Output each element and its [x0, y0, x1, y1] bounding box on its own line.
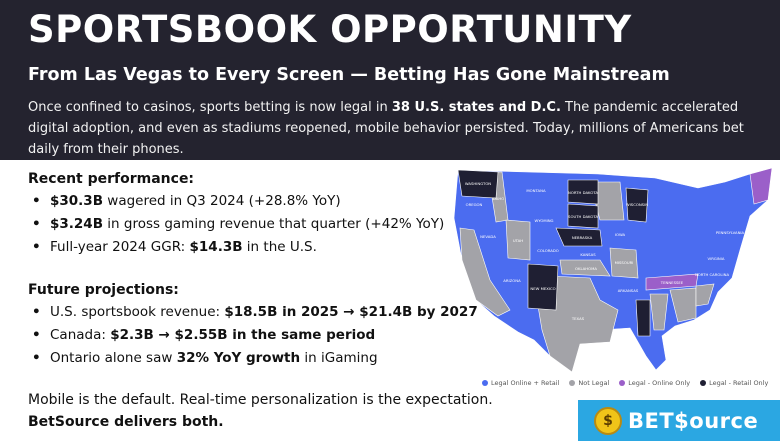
label-nevada: NEVADA: [480, 234, 496, 239]
state-nebraska: [555, 227, 603, 247]
legend-dot-icon: [700, 380, 707, 386]
page-subtitle: From Las Vegas to Every Screen — Betting…: [28, 65, 670, 85]
list-item: Ontario alone saw 32% YoY growth in iGam…: [32, 347, 452, 370]
coin-icon: $: [594, 406, 622, 435]
intro-text-b: The pandemic accelerated digital adoptio…: [28, 100, 744, 157]
list-item: Canada: $2.3B → $2.55B in the same perio…: [32, 324, 452, 347]
brand-name: BET$ource: [628, 408, 759, 433]
state-utah: [505, 219, 531, 261]
label-texas: TEXAS: [571, 316, 585, 321]
recent-performance-heading: Recent performance:: [28, 171, 195, 187]
brand-logo: $ BET$ource: [578, 400, 780, 441]
future-projections-list: U.S. sportsbook revenue: $18.5B in 2025 …: [32, 301, 478, 370]
state-georgia: [669, 287, 697, 323]
state-tennessee: [645, 273, 699, 291]
label-idaho: IDAHO: [492, 196, 504, 201]
footer-tagline: BetSource delivers both.: [28, 414, 224, 430]
legend-retail-only: Legal - Retail Only: [700, 379, 768, 387]
label-south-dakota: SOUTH DAKOTA: [568, 214, 598, 219]
us-betting-map: WASHINGTON MONTANA NORTH DAKOTA SOUTH DA…: [450, 160, 780, 390]
legend-dot-icon: [619, 380, 626, 386]
label-oklahoma: OKLAHOMA: [575, 266, 597, 271]
list-item: $30.3B wagered in Q3 2024 (+28.8% YoY): [32, 190, 452, 213]
map-legend: Legal Online + Retail Not Legal Legal - …: [482, 379, 768, 387]
label-oregon: OREGON: [466, 202, 483, 207]
label-colorado: COLORADO: [537, 248, 559, 253]
retail-only-states: [457, 169, 651, 337]
label-pennsylvania: PENNSYLVANIA: [716, 230, 745, 235]
not-legal-states: [459, 171, 715, 373]
online-only-states: [645, 167, 773, 291]
state-missouri: [609, 247, 639, 279]
legend-not-legal: Not Legal: [569, 379, 609, 387]
recent-performance-list: $30.3B wagered in Q3 2024 (+28.8% YoY) $…: [32, 190, 452, 259]
label-utah: UTAH: [513, 238, 523, 243]
footer-statement: Mobile is the default. Real-time persona…: [28, 392, 493, 408]
page-title: SPORTSBOOK OPPORTUNITY: [28, 8, 632, 51]
intro-text-a: Once confined to casinos, sports betting…: [28, 100, 392, 115]
legend-dot-icon: [482, 380, 488, 386]
label-north-carolina: NORTH CAROLINA: [695, 272, 730, 277]
label-wyoming: WYOMING: [534, 218, 553, 223]
label-north-dakota: NORTH DAKOTA: [568, 190, 598, 195]
state-oklahoma: [559, 259, 611, 277]
label-arkansas: ARKANSAS: [618, 288, 639, 293]
label-arizona: ARIZONA: [503, 278, 521, 283]
label-kansas: KANSAS: [580, 252, 596, 257]
label-missouri: MISSOURI: [615, 260, 634, 265]
legend-online-only: Legal - Online Only: [619, 379, 690, 387]
list-item: U.S. sportsbook revenue: $18.5B in 2025 …: [32, 301, 478, 324]
list-item: Full-year 2024 GGR: $14.3B in the U.S.: [32, 236, 452, 259]
state-mississippi: [635, 299, 651, 337]
label-washington: WASHINGTON: [465, 181, 491, 186]
state-wisconsin: [625, 187, 649, 223]
state-south-carolina: [695, 283, 715, 307]
legend-dot-icon: [569, 380, 576, 386]
label-montana: MONTANA: [526, 188, 546, 193]
label-iowa: IOWA: [615, 232, 626, 237]
header-banner: SPORTSBOOK OPPORTUNITY From Las Vegas to…: [0, 0, 780, 160]
intro-paragraph: Once confined to casinos, sports betting…: [28, 97, 753, 160]
label-virginia: VIRGINIA: [708, 256, 725, 261]
state-new-mexico: [527, 263, 559, 311]
state-california: [459, 227, 511, 317]
intro-bold: 38 U.S. states and D.C.: [391, 100, 561, 115]
label-florida: FLORIDA: [680, 352, 697, 357]
label-nebraska: NEBRASKA: [572, 235, 593, 240]
state-alabama: [649, 293, 669, 331]
label-wisconsin: WISCONSIN: [626, 202, 648, 207]
legend-online-retail: Legal Online + Retail: [482, 379, 559, 387]
label-tennessee: TENNESSEE: [660, 280, 684, 285]
us-map-svg: WASHINGTON MONTANA NORTH DAKOTA SOUTH DA…: [453, 167, 773, 373]
label-new-mexico: NEW MEXICO: [530, 286, 555, 291]
state-south-dakota: [567, 203, 599, 229]
state-maine: [749, 167, 773, 205]
future-projections-heading: Future projections:: [28, 282, 179, 298]
list-item: $3.24B in gross gaming revenue that quar…: [32, 213, 452, 236]
state-labels: WASHINGTON MONTANA NORTH DAKOTA SOUTH DA…: [465, 181, 745, 357]
state-north-dakota: [567, 179, 599, 205]
state-washington: [457, 169, 499, 199]
